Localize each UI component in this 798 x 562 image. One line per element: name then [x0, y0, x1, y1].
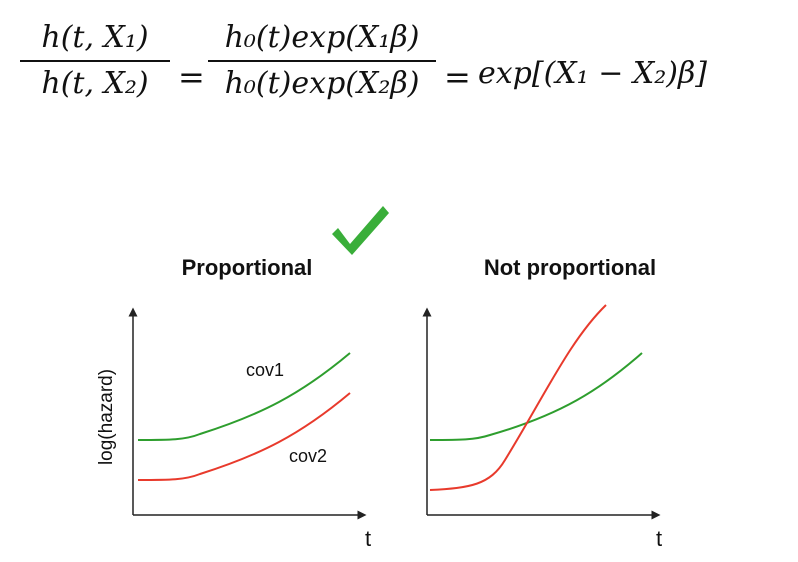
right-cov2-curve: [429, 304, 607, 491]
left-cov2-curve: [137, 392, 351, 481]
left-x-axis-label: t: [365, 526, 371, 551]
fraction-2-numerator: h₀(t)exp(X₁β): [224, 20, 420, 55]
equals-sign-2: =: [444, 58, 471, 96]
right-x-axis-label: t: [656, 526, 662, 551]
fraction-1-denominator: h(t, X₂): [41, 66, 149, 101]
left-panel-title: Proportional: [182, 255, 313, 280]
fraction-hazard-ratio: h(t, X₁) h(t, X₂): [20, 20, 170, 102]
right-panel-title: Not proportional: [484, 255, 656, 280]
formula-result: exp[(X₁ − X₂)β]: [478, 56, 708, 91]
y-axis-label: log(hazard): [96, 369, 117, 465]
cov1-label: cov1: [246, 360, 284, 380]
left-cov1-curve: [137, 352, 351, 441]
fraction-1-numerator: h(t, X₁): [41, 20, 149, 55]
checkmark-icon: [332, 206, 389, 255]
fraction-2-denominator: h₀(t)exp(X₂β): [224, 66, 420, 101]
fraction-1-bar: [20, 60, 170, 62]
equals-sign-1: =: [178, 58, 205, 96]
right-cov1-curve: [429, 352, 643, 441]
fraction-cox-model: h₀(t)exp(X₁β) h₀(t)exp(X₂β): [208, 20, 436, 102]
fraction-2-bar: [208, 60, 436, 62]
cov2-label: cov2: [289, 446, 327, 466]
hazard-ratio-formula: h(t, X₁) h(t, X₂) = h₀(t)exp(X₁β) h₀(t)e…: [0, 20, 798, 140]
